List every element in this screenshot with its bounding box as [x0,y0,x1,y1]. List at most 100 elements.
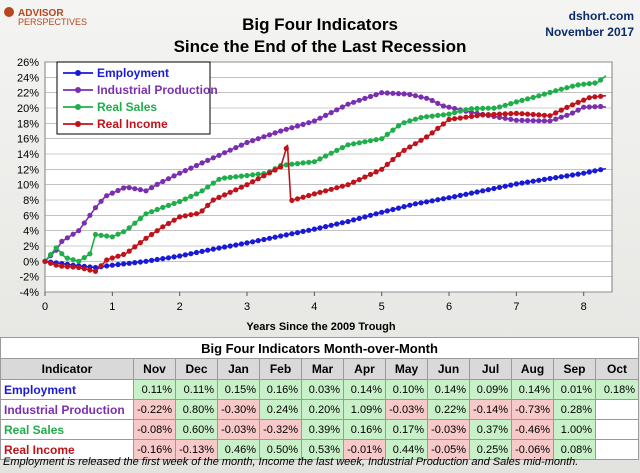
data-point-real-sales [188,193,194,199]
data-point-industrial-production [87,212,93,218]
header-month: Jan [217,358,260,380]
data-point-real-income [250,179,256,185]
data-point-industrial-production [278,128,284,134]
data-point-employment [199,248,205,254]
data-point-employment [278,233,284,239]
data-point-industrial-production [586,104,592,110]
data-point-employment [395,205,402,211]
data-point-industrial-production [513,117,520,123]
x-tick-label: 3 [244,301,250,313]
header-indicator: Indicator [0,358,134,380]
data-point-industrial-production [227,147,233,153]
data-point-real-sales [474,105,480,112]
data-point-real-income [351,179,357,185]
table-cell: -0.30% [217,399,260,420]
data-point-employment [115,261,121,268]
data-point-real-sales [334,147,340,153]
data-point-industrial-production [193,162,200,169]
data-point-employment [569,172,576,178]
data-point-real-sales [373,137,379,143]
data-point-real-income [328,186,334,192]
data-point-industrial-production [154,181,160,187]
data-point-real-sales [435,112,441,118]
data-point-real-income [199,208,205,214]
data-point-real-income [300,194,306,200]
data-point-real-sales [412,116,418,122]
data-point-real-income [530,111,536,118]
data-point-real-sales [581,81,587,87]
table-cell: 1.09% [343,399,386,420]
data-point-real-income [485,112,491,118]
data-point-employment [536,177,542,183]
data-point-industrial-production [502,115,508,121]
data-point-industrial-production [143,188,149,194]
chart-title: Big Four Indicators [242,15,398,34]
data-point-employment [227,243,233,249]
data-point-industrial-production [92,205,99,211]
x-tick-label: 2 [177,301,183,313]
table-cell: -0.08% [133,419,176,440]
data-point-real-sales [70,257,76,263]
table-cell: -0.32% [259,419,302,440]
data-point-real-sales [87,251,93,257]
data-point-real-sales [356,140,362,146]
data-point-employment [328,222,334,228]
data-point-real-sales [132,220,138,226]
data-point-employment [132,260,138,266]
data-point-industrial-production [379,90,385,96]
table-cell: 0.03% [301,379,344,400]
data-point-real-sales [311,159,317,165]
data-point-industrial-production [70,231,76,237]
x-tick-label: 4 [311,301,317,313]
data-point-real-income [525,111,531,117]
table-cell: 0.22% [427,399,470,420]
data-point-real-sales [98,232,104,238]
data-point-industrial-production [339,104,345,110]
table-cell: 0.17% [385,419,428,440]
header-month: Sep [553,358,596,380]
data-point-industrial-production [261,134,267,140]
chart-area: ADVISOR PERSPECTIVES Big Four Indicators… [4,7,634,333]
table-body: Employment 0.11% 0.11% 0.15% 0.16% 0.03% 0.14%… [0,379,640,460]
data-point-industrial-production [418,94,424,100]
y-tick-label: 24% [17,72,39,84]
data-point-industrial-production [401,91,407,97]
data-point-real-sales [165,202,172,208]
data-point-real-sales [440,112,446,118]
data-point-employment [581,170,587,176]
data-point-employment [598,167,604,173]
table-cell: 0.14% [427,379,470,400]
data-point-real-sales [317,156,323,162]
row-label: Real Sales [0,419,134,440]
data-point-industrial-production [210,155,216,161]
data-point-real-income [547,113,553,119]
data-point-real-sales [126,225,132,231]
legend-label-employment: Employment [97,66,169,80]
data-point-real-sales [323,153,329,159]
data-point-real-income [210,197,216,203]
data-point-real-sales [233,174,239,180]
data-point-real-sales [182,196,188,202]
data-point-real-sales [457,108,463,114]
legend-box [56,61,211,135]
data-point-employment [210,246,216,252]
data-point-real-sales [48,252,54,258]
data-point-employment [92,264,99,271]
data-point-employment [345,218,351,225]
data-point-employment [502,183,508,189]
x-tick-label: 1 [109,301,115,313]
data-point-industrial-production [171,173,177,179]
data-point-real-income [429,130,435,136]
data-point-industrial-production [244,139,250,146]
data-point-real-income [261,173,267,179]
data-point-industrial-production [446,104,452,110]
month-over-month-table: Big Four Indicators Month-over-Month Ind… [0,337,640,460]
data-point-real-income [356,177,362,183]
table-cell: 0.08% [553,439,596,460]
table-cell: 0.20% [301,399,344,420]
data-point-real-sales [390,127,396,133]
data-point-real-sales [238,173,244,179]
table-cell: -0.03% [385,399,428,420]
data-point-industrial-production [592,104,598,110]
data-point-real-sales [149,209,155,215]
